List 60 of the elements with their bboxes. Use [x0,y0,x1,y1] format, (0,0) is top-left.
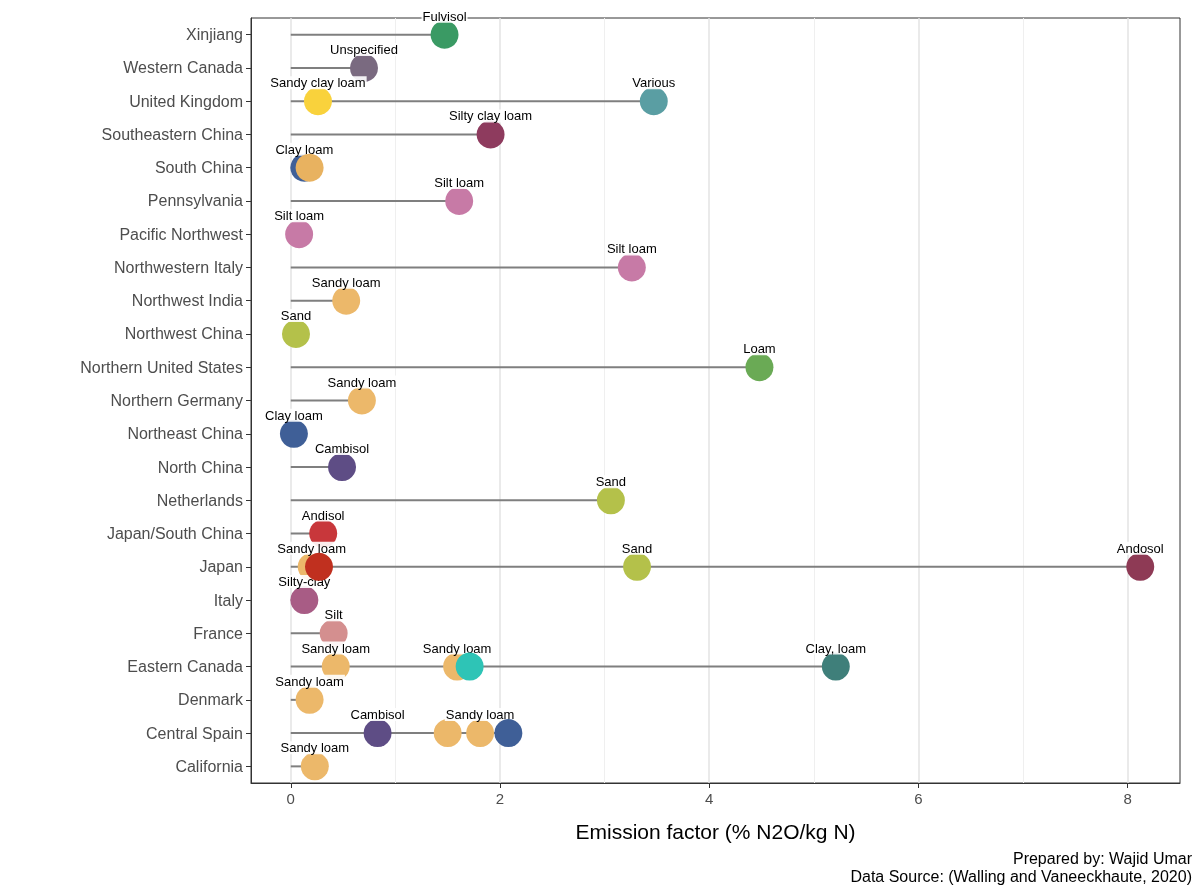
data-label: Sandy loam [280,740,350,756]
y-tick-label: Northwestern Italy [114,258,243,276]
y-tick-label: Western Canada [123,59,244,77]
y-tick-label: Japan/South China [106,525,244,543]
data-label: Clay loam [275,141,334,157]
data-label: Fulvisol [422,8,467,24]
data-label: Sand [280,307,312,323]
x-tick-label: 0 [286,790,295,807]
y-tick-label: Pacific Northwest [119,225,244,243]
data-label: Clay, loam [805,640,867,656]
y-tick-label: Denmark [178,691,244,709]
x-tick-label: 6 [914,790,923,807]
data-label: Unspecified [330,41,398,57]
data-label: Sand [595,474,627,490]
data-label: Silt loam [434,174,485,190]
y-tick-label: Northwest China [124,325,244,343]
data-label: Sand [621,540,653,556]
y-tick-label: Northeast China [127,425,244,443]
data-label: Silt loam [606,241,657,257]
data-label: Cambisol [314,441,370,457]
y-tick-label: California [175,757,244,775]
y-tick-label: United Kingdom [129,92,243,110]
data-label: Clay loam [264,407,323,423]
data-label: Silty-clay [278,574,331,590]
data-label: Andosol [1116,540,1164,556]
data-label: Sandy clay loam [270,75,366,91]
data-label: Andisol [301,507,345,523]
data-label: Sandy loam [275,673,344,689]
data-label: Silt [324,607,344,623]
data-label: Silty clay loam [449,108,533,124]
y-tick-label: Xinjiang [186,26,243,44]
y-tick-label: Netherlands [156,491,243,509]
y-tick-label: Northern United States [80,358,243,376]
y-tick-label: France [193,624,244,642]
y-tick-label: South China [154,159,244,177]
data-label: Sandy loam [445,707,515,723]
data-label: Sandy loam [422,640,492,656]
data-label: Various [632,75,676,91]
y-tick-label: Eastern Canada [127,658,244,676]
x-tick-label: 4 [705,790,714,807]
y-tick-label: Italy [213,591,243,609]
y-tick-label: Northwest India [131,292,244,310]
data-label: Silt loam [274,208,325,224]
y-tick-label: Pennsylvania [147,192,244,210]
text: Prepared by: Wajid Umar [1012,849,1193,867]
x-tick-label: 2 [495,790,505,807]
data-label: Sandy loam [277,540,347,556]
source-note: Data Source: (Walling and Vaneeckhaute, 2020) [850,867,1192,885]
y-tick-label: Northern Germany [110,392,243,409]
y-tick-label: Japan [199,558,243,576]
x-tick-label: 8 [1123,790,1132,807]
data-label: Cambisol [350,707,405,723]
data-label: Sandy loam [327,374,397,390]
data-label: Sandy loam [301,640,371,656]
y-tick-label: Central Spain [146,724,243,742]
data-label: Loam [743,341,776,357]
data-label: Sandy loam [311,274,381,290]
y-tick-label: North China [157,458,244,476]
x-axis-title: Emission factor (% N2O/kg N) [575,820,856,843]
y-tick-label: Southeastern China [101,125,244,143]
